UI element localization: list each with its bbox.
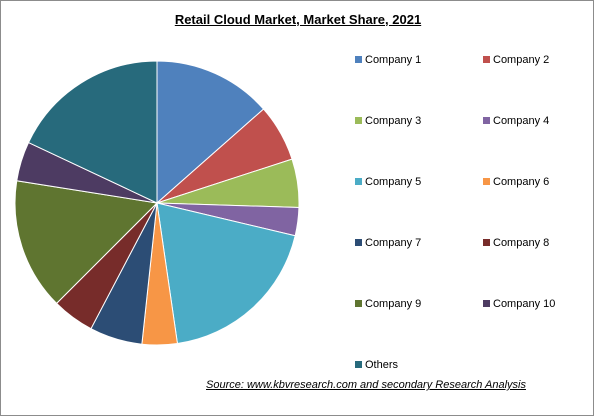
legend-item-others: Others — [355, 359, 398, 375]
legend-item-company-7: Company 7 — [355, 237, 421, 253]
legend-item-company-1: Company 1 — [355, 54, 421, 70]
pie-slice-company-9 — [14, 180, 159, 305]
pie-slice-others — [27, 60, 158, 204]
pie-slice-company-1 — [156, 60, 265, 205]
source-note: Source: www.kbvresearch.com and secondar… — [206, 379, 526, 391]
legend-swatch — [483, 299, 490, 307]
legend-swatch — [483, 55, 490, 63]
legend-swatch — [355, 238, 362, 246]
legend-item-company-10: Company 10 — [483, 298, 555, 314]
pie-slice-company-5 — [156, 202, 296, 345]
legend-label: Company 6 — [493, 176, 550, 188]
legend-label: Company 3 — [365, 115, 422, 127]
pie-slices — [14, 60, 300, 346]
legend-item-company-4: Company 4 — [483, 115, 549, 131]
legend-swatch — [355, 116, 362, 124]
legend-swatch — [355, 55, 362, 63]
legend-swatch — [483, 116, 490, 124]
legend-swatch — [355, 299, 362, 307]
legend-swatch — [355, 360, 362, 368]
legend-label: Company 2 — [493, 54, 550, 66]
legend-label: Company 1 — [365, 54, 422, 66]
legend-label: Company 9 — [365, 298, 422, 310]
legend-swatch — [483, 177, 490, 185]
legend-label: Company 8 — [493, 237, 550, 249]
legend-label: Others — [365, 359, 399, 371]
legend-item-company-6: Company 6 — [483, 176, 549, 192]
legend-label: Company 10 — [493, 298, 556, 310]
legend-swatch — [483, 238, 490, 246]
legend-item-company-5: Company 5 — [355, 176, 421, 192]
legend-label: Company 5 — [365, 176, 422, 188]
legend-label: Company 4 — [493, 115, 550, 127]
legend-item-company-2: Company 2 — [483, 54, 549, 70]
legend-item-company-8: Company 8 — [483, 237, 549, 253]
legend-item-company-9: Company 9 — [355, 298, 421, 314]
legend-label: Company 7 — [365, 237, 422, 249]
legend-item-company-3: Company 3 — [355, 115, 421, 131]
legend-swatch — [355, 177, 362, 185]
chart-title: Retail Cloud Market, Market Share, 2021 — [174, 12, 422, 27]
legend: Company 1 Company 2 Company 3 Company 4 Comp… — [355, 54, 585, 384]
